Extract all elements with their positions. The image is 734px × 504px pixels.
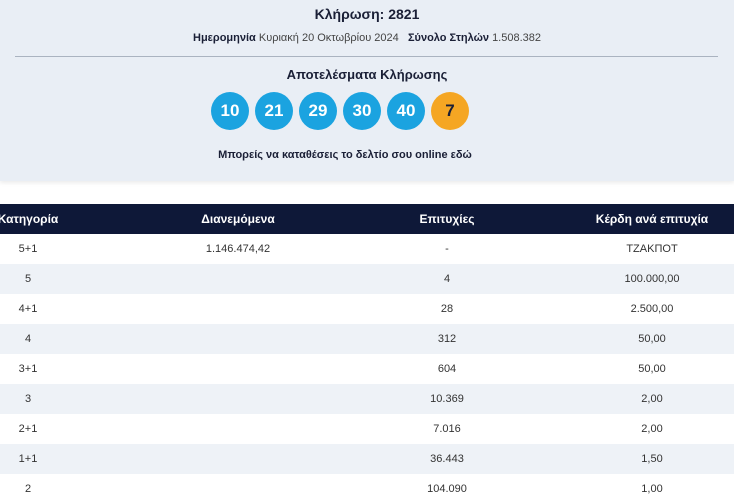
- columns: 1.508.382: [492, 32, 541, 44]
- table-row: 4 312 50,00: [0, 324, 734, 354]
- table-cell: 10.369: [430, 393, 464, 405]
- joker-ball: 7: [431, 92, 469, 130]
- table-cell: 100.000,00: [624, 273, 680, 285]
- note: Μπορείς να καταθέσεις το δελτίο σου onli…: [218, 149, 472, 161]
- table-row: 3 10.369 2,00: [0, 384, 734, 414]
- table-row: 5+1 1.146.474,42 - ΤΖΑΚΠΟΤ: [0, 234, 734, 264]
- column-header: Διανεμόμενα: [201, 212, 275, 226]
- draw-info: Ημερομηνία Κυριακή 20 Οκτωβρίου 2024 Σύν…: [193, 32, 541, 44]
- columns-label: Σύνολο Στηλών: [407, 32, 489, 44]
- divider: [15, 56, 718, 57]
- note-text: Μπορείς να καταθέσεις το δελτίο σου onli…: [218, 149, 448, 161]
- table-row: 3+1 604 50,00: [0, 354, 734, 384]
- table-cell: 1,00: [641, 483, 663, 495]
- draw-title: Κλήρωση: 2821: [314, 6, 420, 22]
- date: Κυριακή 20 Οκτωβρίου 2024: [258, 32, 399, 44]
- table-cell: 2,00: [641, 423, 663, 435]
- table-cell: 4: [24, 333, 32, 345]
- table-cell: 104.090: [427, 483, 467, 495]
- draw-panel: Κλήρωση: 2821 Ημερομηνία Κυριακή 20 Οκτω…: [0, 0, 734, 181]
- table-cell: 604: [437, 363, 457, 375]
- ball: 30: [343, 92, 381, 130]
- table-cell: 4: [443, 273, 451, 285]
- results-title: Αποτελέσματα Κλήρωσης: [286, 67, 448, 82]
- column-header: Κέρδη ανά επιτυχία: [595, 212, 709, 226]
- table-cell: 3+1: [18, 363, 38, 375]
- table-cell: 36.443: [430, 453, 464, 465]
- ball: 10: [211, 92, 249, 130]
- table-cell: 4+1: [18, 303, 38, 315]
- date-label: Ημερομηνία: [193, 32, 256, 44]
- table-cell: 2,00: [641, 393, 663, 405]
- table-header: Κατηγορία Διανεμόμενα Επιτυχίες Κέρδη ανά ε…: [0, 204, 734, 234]
- table-cell: 50,00: [638, 333, 666, 345]
- ball: 40: [387, 92, 425, 130]
- note-link[interactable]: εδώ: [450, 149, 472, 161]
- table-cell: 2+1: [18, 423, 38, 435]
- table-row: 4+1 28 2.500,00: [0, 294, 734, 324]
- table-cell: -: [445, 243, 449, 255]
- table-row: 5 4 100.000,00: [0, 264, 734, 294]
- table-row: 2 104.090 1,00: [0, 474, 734, 504]
- table-row: 2+1 7.016 2,00: [0, 414, 734, 444]
- table-cell: 312: [437, 333, 457, 345]
- column-header: Κατηγορία: [0, 212, 59, 226]
- table-cell: 2: [24, 483, 32, 495]
- ball: 29: [299, 92, 337, 130]
- table-cell: 7.016: [433, 423, 461, 435]
- table-cell: 50,00: [638, 363, 666, 375]
- table-cell: 1,50: [641, 453, 663, 465]
- table-cell: 5+1: [18, 243, 38, 255]
- column-header: Επιτυχίες: [419, 212, 475, 226]
- table-cell: ΤΖΑΚΠΟΤ: [626, 243, 678, 255]
- table-cell: 28: [440, 303, 454, 315]
- table-row: 1+1 36.443 1,50: [0, 444, 734, 474]
- table-cell: 5: [24, 273, 32, 285]
- table-cell: 1+1: [18, 453, 38, 465]
- table-cell: 1.146.474,42: [205, 243, 271, 255]
- ball: 21: [255, 92, 293, 130]
- table-cell: 3: [24, 393, 32, 405]
- table-cell: 2.500,00: [630, 303, 674, 315]
